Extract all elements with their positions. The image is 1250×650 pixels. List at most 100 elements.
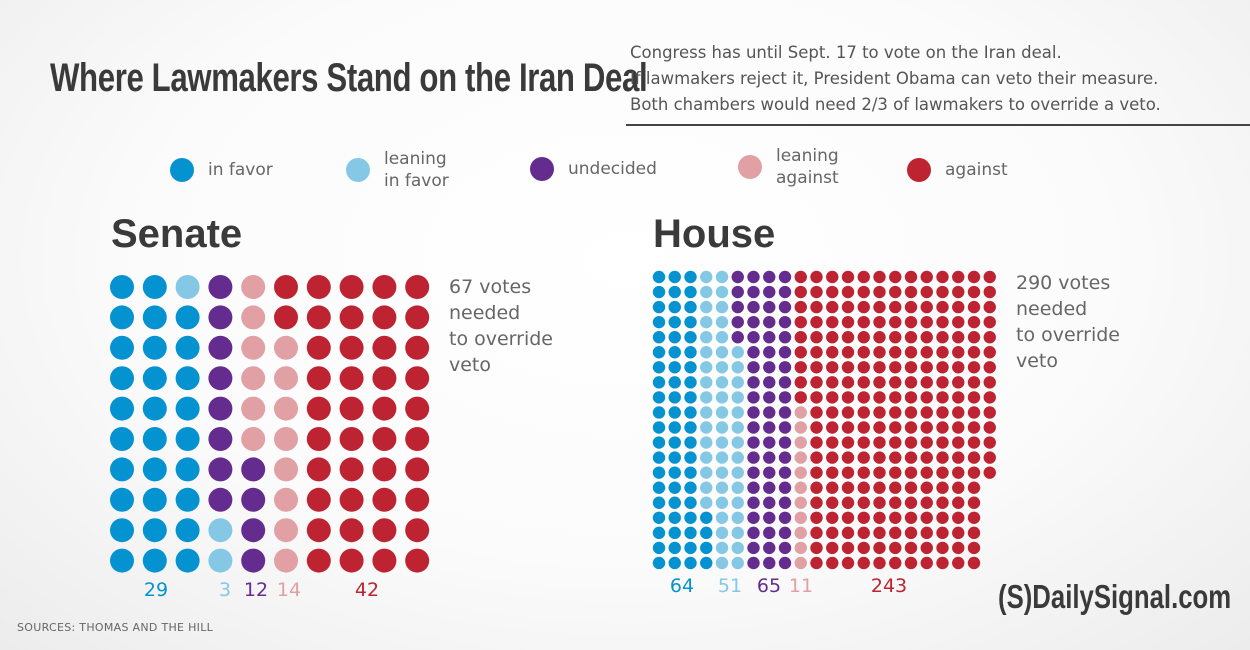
house-dot-undecided	[763, 285, 776, 299]
senate-dot-undecided	[208, 366, 233, 391]
house-dot-against	[826, 436, 839, 449]
house-dot-against	[873, 451, 886, 464]
house-dot-against	[983, 331, 996, 344]
senate-dot-against	[339, 366, 364, 391]
house-dot-against	[952, 406, 965, 419]
house-dot-in-favor	[668, 451, 681, 464]
house-dot-undecided	[763, 451, 776, 464]
house-dot-leaning-in-favor	[715, 406, 729, 419]
house-dot-undecided	[731, 300, 744, 314]
legend-label: undecided	[568, 159, 657, 179]
note-line: veto	[449, 354, 492, 376]
senate-dot-leaning-against	[274, 396, 298, 421]
house-dot-undecided	[778, 451, 792, 464]
house-dot-undecided	[778, 436, 792, 449]
house-dot-against	[920, 376, 933, 389]
house-dot-against	[920, 511, 933, 524]
house-dot-against	[967, 466, 981, 479]
house-dot-undecided	[778, 270, 792, 284]
house-note: 290 votes needed to override veto	[1016, 270, 1120, 374]
house-dot-undecided	[747, 391, 760, 404]
house-dot-against	[983, 300, 996, 314]
senate-dot-leaning-against	[274, 427, 298, 451]
house-dot-against	[936, 285, 949, 299]
note-line: 290 votes	[1016, 272, 1111, 294]
house-dot-leaning-against	[794, 436, 807, 449]
house-count-against: 243	[870, 575, 908, 597]
house-dot-against	[904, 270, 918, 284]
senate-dot-against	[306, 366, 331, 391]
house-dot-undecided	[778, 481, 792, 494]
house-dot-undecided	[763, 466, 776, 479]
house-dot-in-favor	[668, 481, 681, 494]
house-dot-leaning-in-favor	[700, 270, 713, 284]
house-dot-against	[936, 436, 949, 449]
senate-dot-in-favor	[142, 427, 167, 451]
house-dot-against	[983, 270, 996, 284]
house-dot-in-favor	[652, 481, 666, 494]
house-dot-against	[952, 331, 965, 344]
house-dot-against	[794, 300, 807, 314]
house-dot-in-favor	[652, 526, 666, 540]
house-count-leaning-against: 11	[788, 575, 814, 597]
house-dot-against	[952, 436, 965, 449]
note-line: to override	[449, 328, 553, 350]
senate-dot-against	[372, 396, 397, 421]
house-dot-in-favor	[652, 285, 666, 299]
house-dot-against	[936, 511, 949, 524]
senate-dot-leaning-against	[241, 396, 266, 421]
house-dot-leaning-in-favor	[700, 376, 713, 389]
senate-dot-undecided	[208, 305, 233, 330]
house-dot-undecided	[778, 511, 792, 524]
house-dot-undecided	[747, 376, 760, 389]
house-dot-against	[841, 466, 855, 479]
house-dot-against	[841, 361, 855, 374]
house-dot-undecided	[747, 270, 760, 284]
house-dot-against	[967, 481, 981, 494]
senate-dot-against	[306, 396, 331, 421]
house-dot-against	[857, 346, 870, 359]
senate-dot-in-favor	[110, 366, 134, 391]
house-dot-against	[952, 541, 965, 555]
house-dot-against	[794, 346, 807, 359]
house-dot-against	[889, 541, 902, 555]
house-dot-leaning-in-favor	[731, 526, 744, 540]
senate-dot-in-favor	[110, 427, 134, 451]
house-dot-leaning-in-favor	[731, 376, 744, 389]
house-dot-against	[841, 421, 855, 434]
senate-dot-in-favor	[142, 548, 167, 573]
legend-leaning-against: leaning against	[738, 145, 839, 189]
senate-dot-in-favor	[142, 366, 167, 391]
house-dot-against	[873, 391, 886, 404]
house-dot-against	[826, 270, 839, 284]
house-dot-in-favor	[684, 481, 697, 494]
house-dot-against	[873, 511, 886, 524]
senate-dot-undecided	[208, 335, 233, 360]
house-dot-against	[967, 285, 981, 299]
senate-dot-against	[372, 457, 397, 482]
house-dot-leaning-in-favor	[715, 361, 729, 374]
house-dot-undecided	[763, 346, 776, 359]
house-dot-against	[920, 466, 933, 479]
house-dot-against	[904, 421, 918, 434]
house-dot-against	[810, 406, 823, 419]
house-dot-against	[952, 391, 965, 404]
senate-dot-against	[372, 366, 397, 391]
house-dot-leaning-in-favor	[700, 406, 713, 419]
house-dot-against	[983, 451, 996, 464]
legend-label: in favor	[208, 160, 273, 180]
house-dot-against	[967, 526, 981, 540]
senate-dot-in-favor	[142, 335, 167, 360]
house-dot-against	[967, 300, 981, 314]
house-dot-against	[810, 496, 823, 509]
senate-dot-in-favor	[110, 518, 134, 543]
house-dot-against	[857, 496, 870, 509]
house-dot-undecided	[747, 556, 760, 570]
house-dot-undecided	[763, 496, 776, 509]
house-dot-against	[920, 451, 933, 464]
house-dot-against	[936, 346, 949, 359]
house-dot-against	[952, 496, 965, 509]
house-dot-against	[873, 496, 886, 509]
house-dot-leaning-against	[794, 451, 807, 464]
house-dot-against	[826, 391, 839, 404]
